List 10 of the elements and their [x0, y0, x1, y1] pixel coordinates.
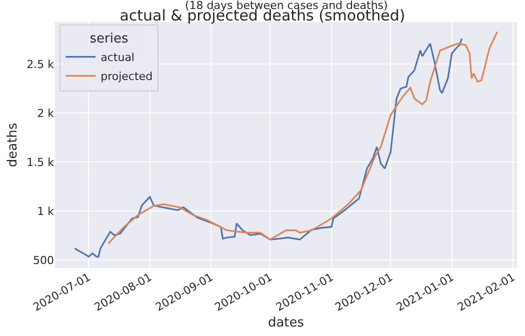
- y-tick-label: 500: [33, 254, 54, 268]
- y-tick-label: 2 k: [37, 107, 55, 120]
- x-axis-title: dates: [268, 315, 304, 330]
- y-tick-label: 1.5 k: [26, 156, 55, 169]
- legend-label: projected: [100, 70, 153, 84]
- legend-title: series: [90, 31, 128, 46]
- legend-label: actual: [100, 51, 134, 64]
- y-tick-label: 2.5 k: [26, 58, 55, 71]
- y-tick-label: 1 k: [37, 205, 55, 218]
- y-axis-title: deaths: [6, 122, 21, 168]
